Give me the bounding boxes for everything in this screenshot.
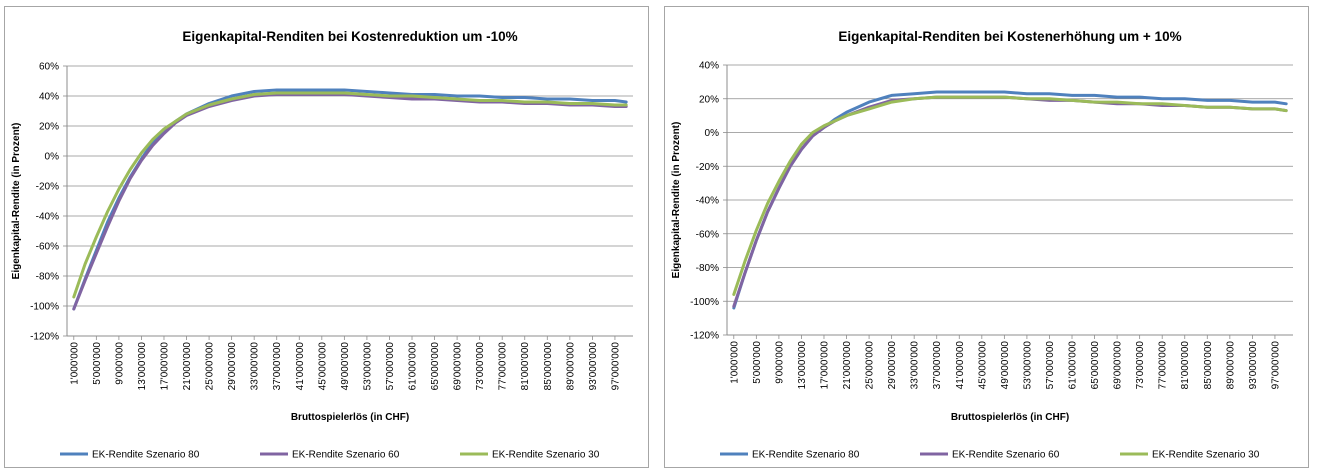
x-tick-label: 61'000'000 [408,342,419,391]
y-tick-label: -80% [36,272,59,283]
y-tick-label: -60% [696,229,719,240]
x-tick-label: 69'000'000 [1113,341,1124,390]
x-tick-label: 85'000'000 [543,342,554,391]
x-tick-label: 29'000'000 [887,341,898,390]
x-tick-label: 53'000'000 [1022,341,1033,390]
x-tick-label: 37'000'000 [272,342,283,391]
legend-label-3: EK-Rendite Szenario 30 [1152,450,1260,461]
x-tick-label: 65'000'000 [430,342,441,391]
x-tick-label: 45'000'000 [977,341,988,390]
x-tick-label: 17'000'000 [819,341,830,390]
y-tick-label: 40% [39,92,59,103]
x-tick-label: 81'000'000 [520,342,531,391]
x-tick-label: 33'000'000 [250,342,261,391]
chart-panel-left: Eigenkapital-Renditen bei Kostenreduktio… [4,6,649,468]
y-tick-label: -40% [36,212,59,223]
x-axis-title: Bruttospielerlös (in CHF) [951,412,1069,423]
x-tick-label: 77'000'000 [1158,341,1169,390]
x-tick-label: 1'000'000 [69,342,80,385]
y-tick-label: -20% [696,162,719,173]
y-tick-label: 60% [39,62,59,73]
x-tick-label: 81'000'000 [1180,341,1191,390]
x-tick-label: 13'000'000 [797,341,808,390]
chart-svg-left: Eigenkapital-Renditen bei Kostenreduktio… [11,29,633,461]
x-tick-label: 1'000'000 [729,341,740,384]
x-tick-label: 33'000'000 [910,341,921,390]
x-tick-label: 65'000'000 [1090,341,1101,390]
series-line-3 [732,95,1288,296]
x-tick-label: 61'000'000 [1068,341,1079,390]
series-line-3 [72,91,628,299]
legend-label-1: EK-Rendite Szenario 80 [752,450,860,461]
legend-label-3: EK-Rendite Szenario 30 [492,450,600,461]
x-tick-label: 41'000'000 [955,341,966,390]
y-tick-label: 20% [39,122,59,133]
y-tick-label: -60% [36,242,59,253]
y-tick-label: 0% [45,152,60,163]
y-axis-title: Eigenkapital-Rendite (in Prozent) [11,123,22,280]
x-tick-label: 25'000'000 [865,341,876,390]
x-tick-label: 49'000'000 [1000,341,1011,390]
x-tick-label: 25'000'000 [205,342,216,391]
x-tick-label: 9'000'000 [114,342,125,385]
x-tick-label: 21'000'000 [182,342,193,391]
y-tick-label: -100% [690,297,719,308]
x-tick-label: 77'000'000 [498,342,509,391]
gridlines [723,64,1293,336]
x-tick-label: 37'000'000 [932,341,943,390]
legend-label-1: EK-Rendite Szenario 80 [92,450,200,461]
y-tick-label: -40% [696,196,719,207]
y-tick-label: -20% [36,182,59,193]
legend-label-2: EK-Rendite Szenario 60 [292,450,400,461]
chart-title: Eigenkapital-Renditen bei Kostenerhöhung… [838,29,1181,44]
x-tick-label: 29'000'000 [227,342,238,391]
x-tick-label: 89'000'000 [1225,341,1236,390]
x-tick-label: 97'000'000 [1270,341,1281,390]
x-tick-label: 5'000'000 [752,341,763,384]
y-tick-label: -120% [690,331,719,342]
x-tick-label: 89'000'000 [565,342,576,391]
x-tick-label: 9'000'000 [774,341,785,384]
x-tick-label: 17'000'000 [159,342,170,391]
y-tick-label: 20% [699,94,719,105]
x-tick-label: 57'000'000 [385,342,396,391]
x-axis-title: Bruttospielerlös (in CHF) [291,412,409,423]
y-tick-label: -80% [696,263,719,274]
series-line-2 [72,93,628,311]
y-tick-label: 0% [705,128,720,139]
x-tick-label: 45'000'000 [317,342,328,391]
x-tick-label: 57'000'000 [1045,341,1056,390]
x-tick-label: 21'000'000 [842,341,853,390]
x-tick-label: 97'000'000 [610,342,621,391]
x-tick-label: 93'000'000 [588,342,599,391]
x-tick-label: 5'000'000 [92,342,103,385]
x-tick-label: 41'000'000 [295,342,306,391]
y-tick-label: 40% [699,61,719,72]
legend-label-2: EK-Rendite Szenario 60 [952,450,1060,461]
x-tick-label: 73'000'000 [1135,341,1146,390]
chart-svg-right: Eigenkapital-Renditen bei Kostenerhöhung… [671,29,1293,461]
x-tick-label: 13'000'000 [137,342,148,391]
x-tick-label: 93'000'000 [1248,341,1259,390]
x-tick-label: 49'000'000 [340,342,351,391]
gridlines [63,65,633,337]
x-tick-label: 73'000'000 [475,342,486,391]
x-tick-label: 53'000'000 [362,342,373,391]
y-tick-label: -100% [30,302,59,313]
x-tick-label: 69'000'000 [453,342,464,391]
y-axis-title: Eigenkapital-Rendite (in Prozent) [671,122,682,279]
y-tick-label: -120% [30,332,59,343]
chart-title: Eigenkapital-Renditen bei Kostenreduktio… [182,29,517,44]
x-tick-label: 85'000'000 [1203,341,1214,390]
chart-panel-right: Eigenkapital-Renditen bei Kostenerhöhung… [664,6,1309,468]
